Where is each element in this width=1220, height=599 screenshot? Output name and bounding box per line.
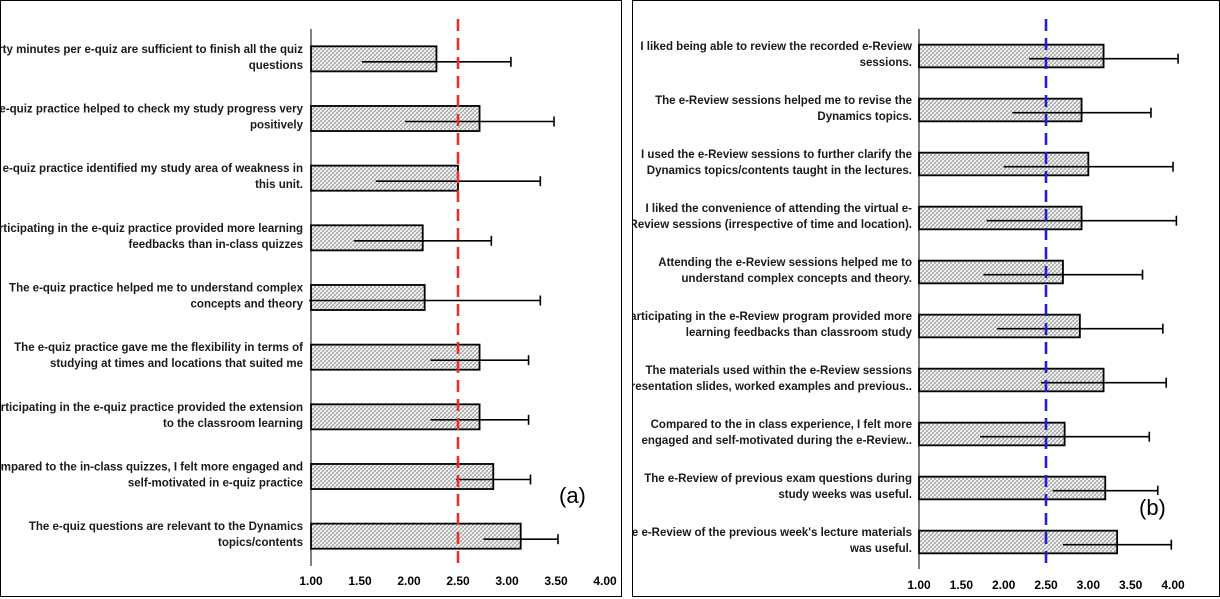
category-label-line: The e-quiz practice gave me the flexibil… (14, 342, 303, 354)
bar (918, 421, 1066, 447)
category-label-line: (presentation slides, worked examples an… (633, 381, 912, 393)
category-label-line: The e-Review sessions helped me to revis… (655, 95, 912, 107)
chart-panel-b: I liked being able to review the recorde… (632, 0, 1220, 597)
category-label-line: was useful. (849, 543, 912, 555)
category-label-line: The e-quiz questions are relevant to the… (29, 521, 303, 533)
category-label: The e-Review of previous exam questions … (644, 473, 912, 501)
category-label-line: I used the e-Review sessions to further … (641, 149, 912, 161)
category-label-line: topics/contents (218, 537, 303, 549)
category-label-line: Participating in the e-quiz practice pro… (1, 402, 303, 414)
category-label-line: feedbacks than in-class quizzes (129, 239, 303, 251)
bar (310, 343, 481, 371)
bar (918, 151, 1090, 177)
panel-label-b: (b) (1137, 495, 1168, 521)
bar (918, 367, 1105, 393)
category-label: The materials used within the e-Review s… (633, 365, 912, 393)
x-tick-label: 1.00 (299, 574, 323, 588)
category-label: The e-quiz practice helped me to underst… (9, 283, 304, 311)
x-tick-label: 3.50 (1119, 578, 1143, 592)
category-label-line: Attending the e-Review sessions helped m… (658, 257, 912, 269)
category-label: I used the e-Review sessions to further … (641, 149, 912, 177)
x-tick-label: 3.00 (495, 574, 519, 588)
category-label-line: I liked being able to review the recorde… (640, 41, 912, 53)
category-label-line: concepts and theory (191, 299, 304, 311)
category-label: The e-quiz practice identified my study … (1, 163, 303, 191)
bar (310, 105, 481, 132)
category-label-line: The e-Review of previous exam questions … (644, 473, 912, 485)
bar (310, 284, 426, 311)
category-label-line: questions (249, 60, 303, 72)
category-label: Participating in the e-quiz practice pro… (1, 402, 303, 430)
category-label-line: The e-Review of the previous week's lect… (633, 527, 912, 539)
x-tick-label: 2.50 (1034, 578, 1058, 592)
x-tick-label: 2.00 (992, 578, 1016, 592)
category-label-line: I liked the convenience of attending the… (646, 203, 913, 215)
chart-b-plot: I liked being able to review the recorde… (633, 19, 1185, 592)
category-label-line: The materials used within the e-Review s… (645, 365, 912, 377)
category-label-line: Participating in the e-quiz practice pro… (1, 223, 303, 235)
x-tick-label: 1.00 (907, 578, 931, 592)
category-label-line: to the classroom learning (163, 418, 303, 430)
category-label: The e-Review sessions helped me to revis… (655, 95, 912, 123)
category-label-line: The e-quiz practice helped to check my s… (1, 104, 304, 116)
category-label: I liked being able to review the recorde… (640, 41, 912, 69)
category-label-line: Dynamics topics. (817, 111, 912, 123)
category-label-line: Review sessions (irrespective of time an… (633, 219, 912, 231)
panel-label-a: (a) (557, 483, 588, 509)
chart-panel-a: Thirty minutes per e-quiz are sufficient… (0, 0, 622, 597)
x-tick-label: 3.00 (1077, 578, 1101, 592)
category-label-line: positively (250, 120, 304, 132)
bar (918, 529, 1119, 555)
x-tick-label: 1.50 (348, 574, 372, 588)
bar (918, 97, 1083, 123)
bar (310, 164, 459, 192)
category-label-line: this unit. (255, 179, 303, 191)
x-tick-label: 4.00 (1161, 578, 1185, 592)
category-label: The e-quiz practice helped to check my s… (1, 104, 304, 132)
category-label-line: study weeks was useful. (778, 489, 912, 501)
category-label-line: The e-quiz practice identified my study … (1, 163, 303, 175)
x-tick-label: 2.50 (446, 574, 470, 588)
category-label-line: self-motivated in e-quiz practice (128, 478, 303, 490)
category-label: Participating in the e-Review program pr… (633, 311, 913, 339)
x-tick-label: 3.50 (544, 574, 568, 588)
category-label-line: Thirty minutes per e-quiz are sufficient… (1, 44, 303, 56)
category-label: Thirty minutes per e-quiz are sufficient… (1, 44, 303, 72)
category-label: The e-Review of the previous week's lect… (633, 527, 912, 555)
bar (310, 224, 424, 252)
category-label-line: learning feedbacks than classroom study (686, 327, 913, 339)
category-label: Participating in the e-quiz practice pro… (1, 223, 303, 251)
x-tick-label: 4.00 (593, 574, 617, 588)
bar (918, 43, 1105, 69)
bar (918, 205, 1083, 231)
category-label: I liked the convenience of attending the… (633, 203, 912, 231)
category-label-line: studying at times and locations that sui… (50, 358, 303, 370)
category-label: Compared to the in-class quizzes, I felt… (1, 462, 303, 490)
x-tick-label: 1.50 (950, 578, 974, 592)
category-label-line: Compared to the in class experience, I f… (651, 419, 912, 431)
category-label-line: Dynamics topics/contents taught in the l… (647, 165, 912, 177)
bar (918, 259, 1064, 285)
chart-a-plot: Thirty minutes per e-quiz are sufficient… (1, 19, 617, 588)
category-label: Compared to the in class experience, I f… (641, 419, 912, 447)
category-label: The e-quiz questions are relevant to the… (29, 521, 303, 549)
category-label-line: understand complex concepts and theory. (682, 273, 912, 285)
bar (918, 313, 1081, 339)
category-label: The e-quiz practice gave me the flexibil… (14, 342, 303, 370)
category-label-line: The e-quiz practice helped me to underst… (9, 283, 304, 295)
category-label-line: Compared to the in-class quizzes, I felt… (1, 462, 303, 474)
category-label: Attending the e-Review sessions helped m… (658, 257, 912, 285)
x-tick-label: 2.00 (397, 574, 421, 588)
category-label-line: engaged and self-motivated during the e-… (641, 435, 912, 447)
category-label-line: Participating in the e-Review program pr… (633, 311, 912, 323)
category-label-line: sessions. (860, 57, 912, 69)
bar (310, 45, 438, 73)
bar (310, 522, 522, 550)
bar (310, 403, 481, 431)
bar (310, 463, 495, 490)
bar (918, 475, 1107, 501)
